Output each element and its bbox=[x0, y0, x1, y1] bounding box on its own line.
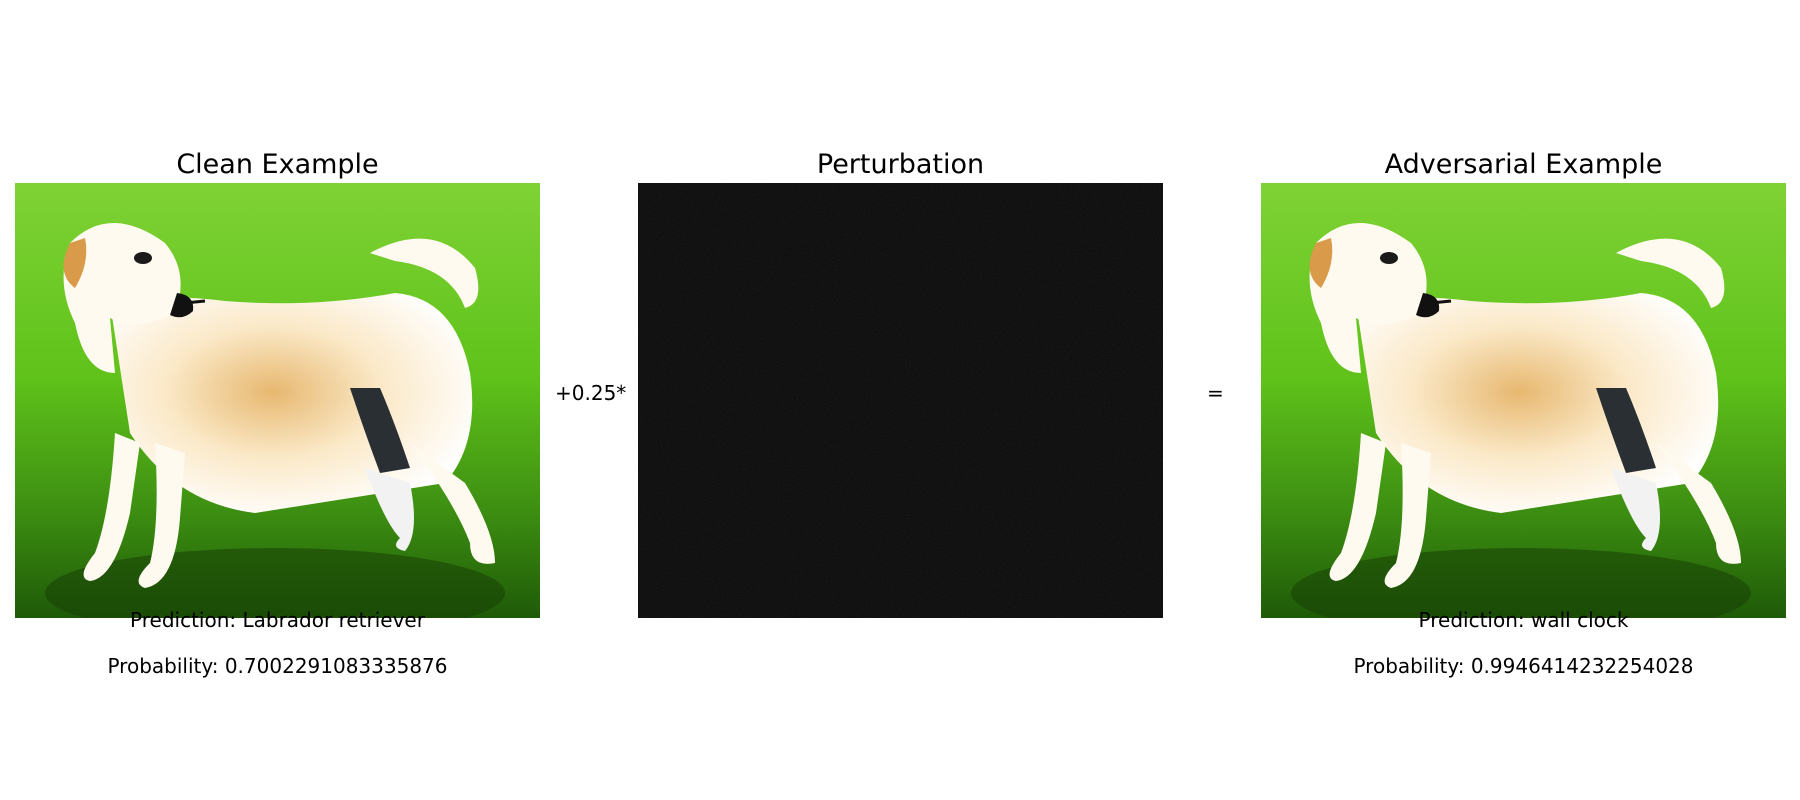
adversarial-example-title: Adversarial Example bbox=[1384, 149, 1663, 180]
adversarial-prediction-label: Prediction: wall clock bbox=[1418, 608, 1629, 632]
clean-example-image bbox=[15, 183, 540, 618]
clean-probability-label: Probability: 0.7002291083335876 bbox=[107, 654, 448, 678]
adversarial-example-image bbox=[1261, 183, 1786, 618]
clean-example-title: Clean Example bbox=[176, 149, 379, 180]
plus-operator: +0.25* bbox=[555, 381, 627, 405]
perturbation-title: Perturbation bbox=[816, 149, 985, 180]
equals-operator: = bbox=[1207, 381, 1224, 405]
adversarial-probability-label: Probability: 0.9946414232254028 bbox=[1353, 654, 1694, 678]
perturbation-image bbox=[638, 183, 1163, 618]
clean-prediction-label: Prediction: Labrador retriever bbox=[130, 608, 425, 632]
